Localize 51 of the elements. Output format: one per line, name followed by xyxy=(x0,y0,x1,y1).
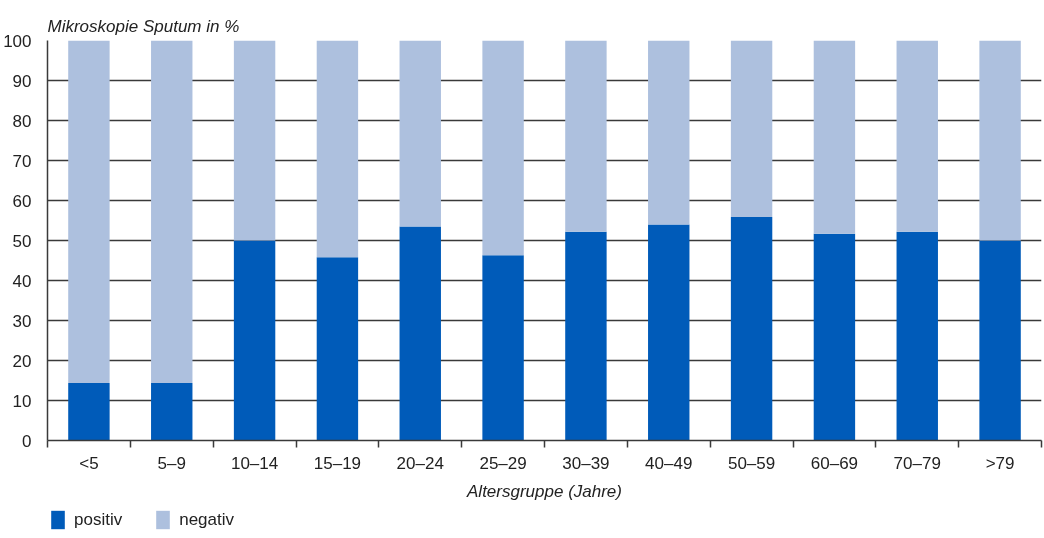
legend-label: negativ xyxy=(179,509,235,530)
y-tick-label: 10 xyxy=(12,391,32,411)
y-tick-label: 50 xyxy=(12,231,32,251)
y-tick-label: 80 xyxy=(12,111,32,131)
x-tick-label: 40–49 xyxy=(645,453,693,473)
x-tick-label: 5–9 xyxy=(157,453,186,473)
x-tick-label: 50–59 xyxy=(727,453,776,473)
bar xyxy=(813,233,856,441)
bar xyxy=(68,40,110,383)
x-tick-label: 20–24 xyxy=(396,453,444,473)
bar xyxy=(648,40,690,225)
bar xyxy=(730,216,773,441)
x-tick-label: 30–39 xyxy=(562,453,610,473)
bar xyxy=(151,382,193,441)
bar xyxy=(813,40,856,234)
bar xyxy=(316,257,359,441)
x-axis-title: Altersgruppe (Jahre) xyxy=(466,481,622,501)
bar xyxy=(896,231,938,441)
y-tick-label: 90 xyxy=(12,71,32,91)
y-tick-label: 60 xyxy=(12,191,32,211)
bar xyxy=(896,40,938,232)
bar xyxy=(730,40,773,217)
bar xyxy=(565,40,607,232)
bar xyxy=(482,255,524,441)
bar xyxy=(979,240,1021,441)
x-tick-label: 15–19 xyxy=(313,453,362,473)
y-tick-label: 20 xyxy=(12,351,32,371)
y-tick-label: 30 xyxy=(12,311,32,331)
bar xyxy=(565,231,607,441)
bar xyxy=(482,40,524,256)
y-tick-label: 100 xyxy=(3,31,32,51)
bar xyxy=(233,240,276,441)
y-axis-title: Mikroskopie Sputum in % xyxy=(47,16,240,36)
y-tick-label: 40 xyxy=(12,271,32,291)
bar xyxy=(399,40,441,227)
bar xyxy=(68,382,110,441)
bar xyxy=(316,40,359,258)
x-tick-label: <5 xyxy=(79,453,99,473)
y-tick-label: 0 xyxy=(22,431,32,451)
bar xyxy=(648,224,690,441)
x-tick-label: 70–79 xyxy=(893,453,941,473)
bar xyxy=(151,40,193,383)
x-tick-label: >79 xyxy=(985,453,1015,473)
x-tick-label: 25–29 xyxy=(479,453,527,473)
bar xyxy=(979,40,1021,241)
y-tick-label: 70 xyxy=(12,151,32,171)
legend-label: positiv xyxy=(74,509,123,530)
bar xyxy=(399,226,441,441)
x-tick-label: 60–69 xyxy=(810,453,859,473)
x-tick-label: 10–14 xyxy=(230,453,279,473)
bar xyxy=(233,40,276,241)
